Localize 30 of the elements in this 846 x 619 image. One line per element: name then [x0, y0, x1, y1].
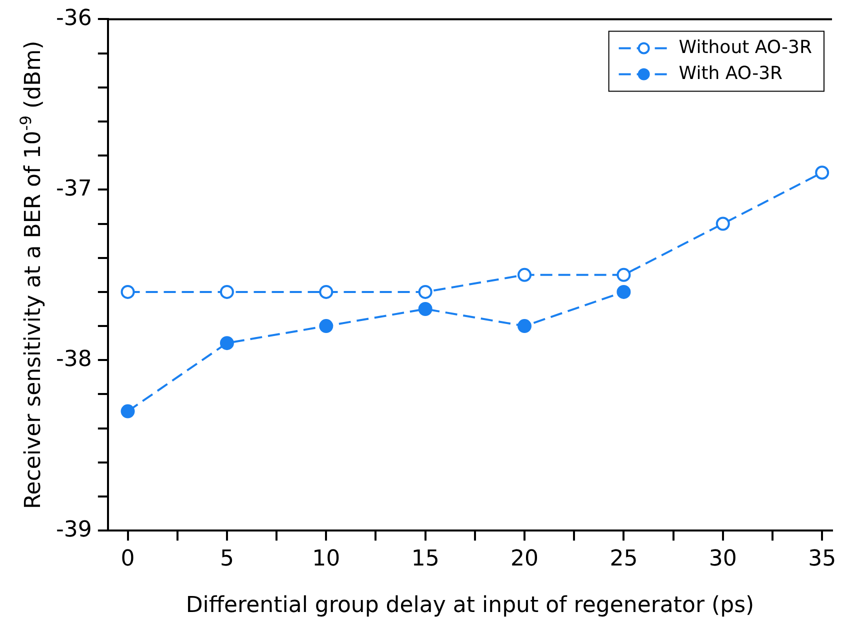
x-tick-label: 5: [220, 546, 234, 572]
x-tick-label: 35: [808, 546, 836, 572]
point: [220, 336, 234, 350]
point: [220, 284, 234, 299]
y-tick-label: -38: [56, 346, 92, 372]
point: [518, 319, 532, 334]
x-tick-label: 0: [120, 546, 135, 572]
point: [616, 284, 631, 299]
x-tick-label: 10: [312, 546, 340, 572]
point: [418, 302, 432, 316]
legend-label: With AO-3R: [678, 62, 783, 84]
y-axis-title: Receiver sensitivity at a BER of 10-9 (dBm): [17, 40, 46, 510]
point: [120, 404, 135, 418]
x-axis-title: Differential group delay at input of regenerator (ps): [186, 593, 754, 618]
x-tick-label: 25: [610, 546, 638, 572]
point: [319, 319, 334, 334]
point: [616, 268, 631, 282]
point: [518, 268, 532, 282]
x-tick-label: 30: [708, 546, 737, 572]
y-tick-label: -39: [56, 517, 92, 542]
point: [815, 166, 830, 180]
y-tick-label: -37: [56, 176, 92, 202]
y-tick-label: -36: [56, 6, 92, 31]
point: [418, 284, 432, 299]
x-tick-label: 15: [411, 546, 440, 572]
point: [716, 216, 730, 231]
point: [120, 284, 135, 299]
point: [319, 284, 334, 299]
x-tick-label: 20: [510, 546, 539, 572]
legend-label: Without AO-3R: [678, 36, 812, 58]
